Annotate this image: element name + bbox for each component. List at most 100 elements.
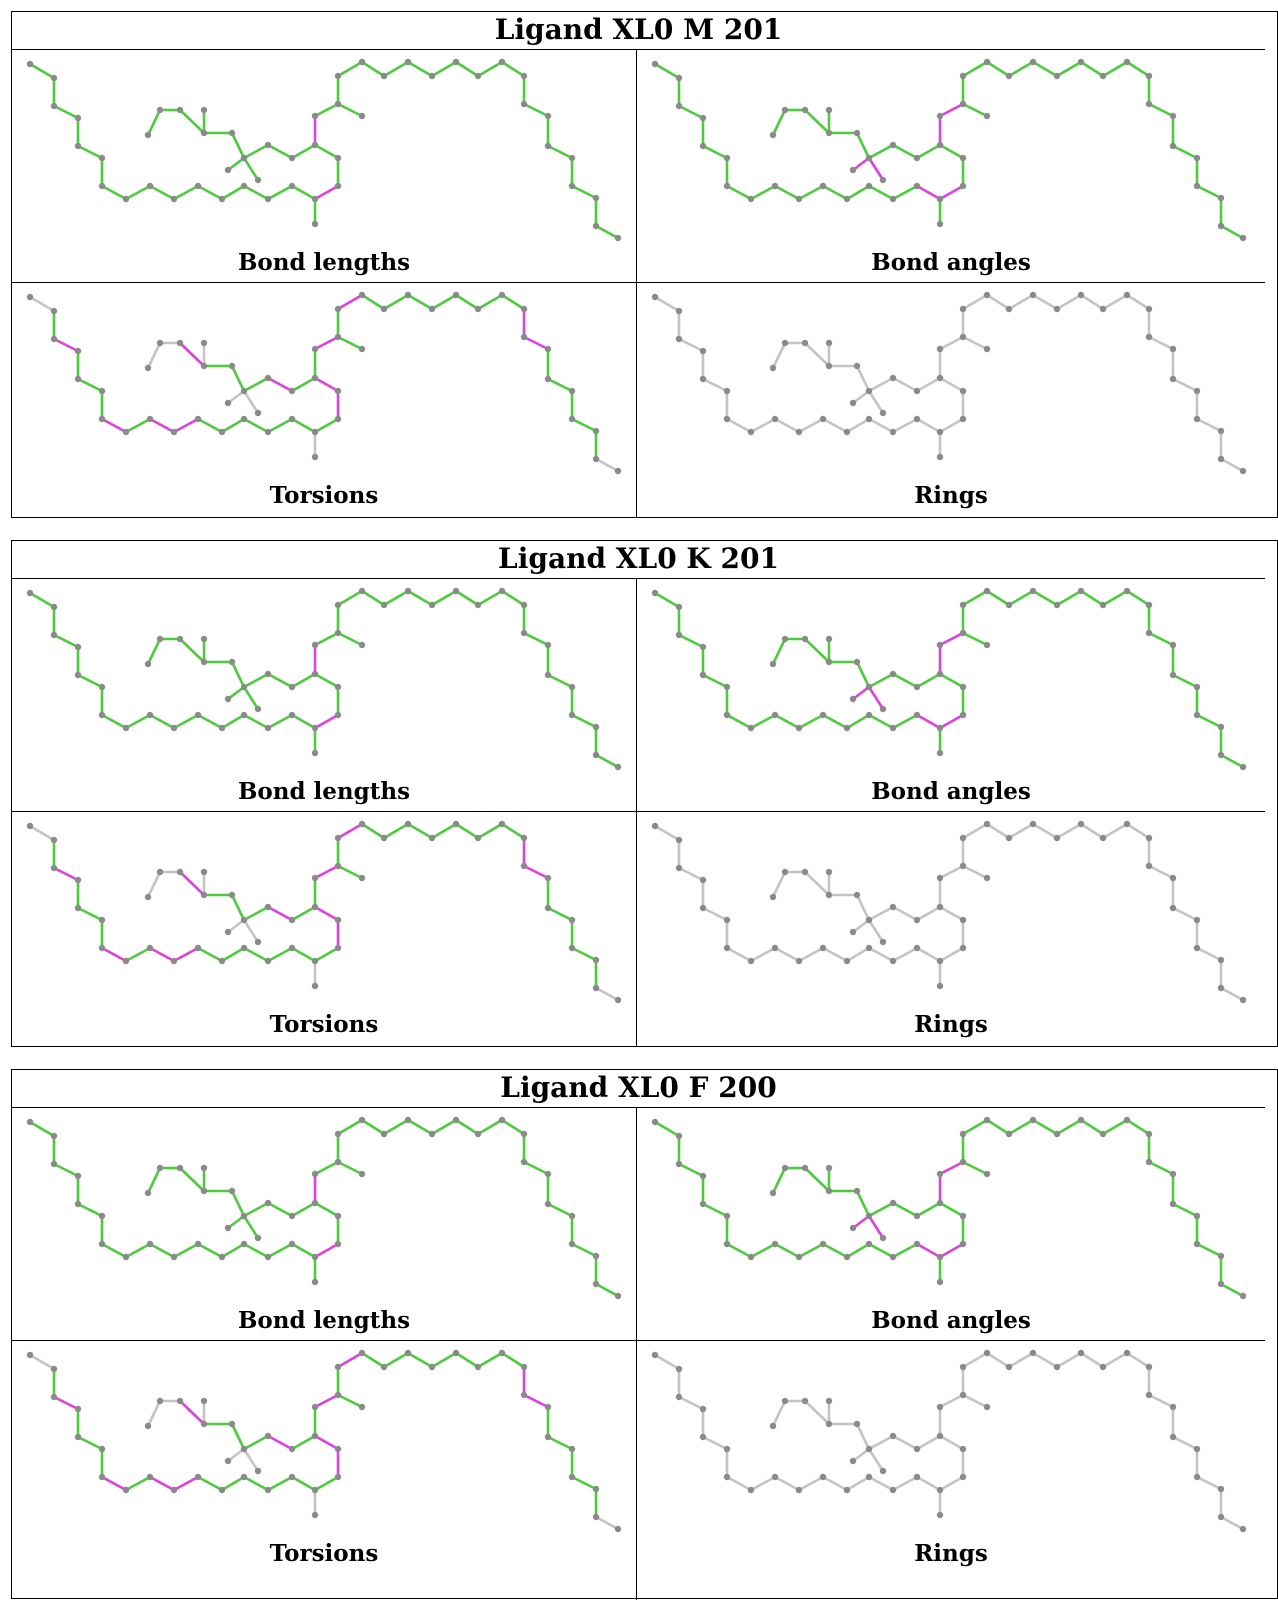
bond [500,822,526,840]
atom [520,100,528,108]
atom [200,129,208,137]
atom [264,1486,272,1494]
atom [544,904,552,912]
atom [311,112,319,120]
atom [723,387,731,395]
atom [380,1130,388,1138]
atom [1053,72,1061,80]
bond [52,866,80,882]
atom [224,399,232,407]
atom [865,1240,873,1248]
bond [242,417,270,434]
bond [148,417,176,434]
bond [290,1201,317,1218]
atom [568,1445,576,1453]
bond [360,293,386,311]
bond [1079,1118,1105,1136]
bond [290,1242,317,1259]
view-label: Bond lengths [237,249,411,276]
atom [74,1200,82,1208]
atom [889,1253,897,1261]
bond [546,144,574,160]
atom [675,1132,683,1140]
atom [334,387,342,395]
atom [358,587,366,595]
bond [313,713,340,730]
atom [311,141,319,149]
atom [156,635,164,643]
bond [845,713,871,730]
atom [959,182,967,190]
atom [1169,1403,1177,1411]
bond [100,713,128,730]
bond [226,685,246,701]
bond [867,1475,895,1492]
atom [240,944,248,952]
bond [1195,713,1223,729]
atom [240,387,248,395]
atom [240,1240,248,1248]
molecule-drawing [26,1116,622,1300]
bond [821,184,849,201]
bond [867,905,895,922]
bond [938,102,965,118]
bond [891,376,919,393]
bond [290,1434,317,1451]
atom [254,938,262,946]
bond [821,1475,849,1492]
bond [803,108,831,135]
bond [653,824,681,842]
atom [771,944,779,952]
atom [146,1473,154,1481]
atom [983,1403,991,1411]
bond [985,293,1011,311]
atom [849,695,857,703]
atom [288,1473,296,1481]
bond [336,631,364,647]
atom [264,1199,272,1207]
atom [311,1199,319,1207]
bond [336,1160,364,1176]
atom [936,112,944,120]
atom [801,868,809,876]
atom [228,362,236,370]
bond [855,660,871,689]
bond [803,1399,831,1426]
bond [52,104,80,120]
bond [242,1201,270,1218]
bond [1007,589,1035,607]
atom [825,339,833,347]
atom [498,58,506,66]
atom [288,154,296,162]
atom [520,1158,528,1166]
view-label: Bond angles [871,1307,1031,1334]
atom [1099,601,1107,609]
atom [1029,58,1037,66]
bond [242,672,270,689]
bond [725,1242,753,1259]
atom [520,834,528,842]
bond [867,672,895,689]
atom [200,635,208,643]
atom [1123,820,1131,828]
atom [264,428,272,436]
atom [288,944,296,952]
bond [961,589,989,607]
atom [334,629,342,637]
atom [26,293,34,301]
atom [520,629,528,637]
atom [936,1432,944,1440]
bond [266,376,294,393]
bond [725,946,753,963]
bond [915,1475,942,1492]
bond [1101,822,1129,840]
divider [636,49,637,518]
atom [311,670,319,678]
atom [1145,1391,1153,1399]
atom [936,641,944,649]
atom [240,182,248,190]
bond [1031,1351,1059,1369]
bond [653,62,681,80]
bond [867,1434,895,1451]
bond [1171,906,1199,922]
